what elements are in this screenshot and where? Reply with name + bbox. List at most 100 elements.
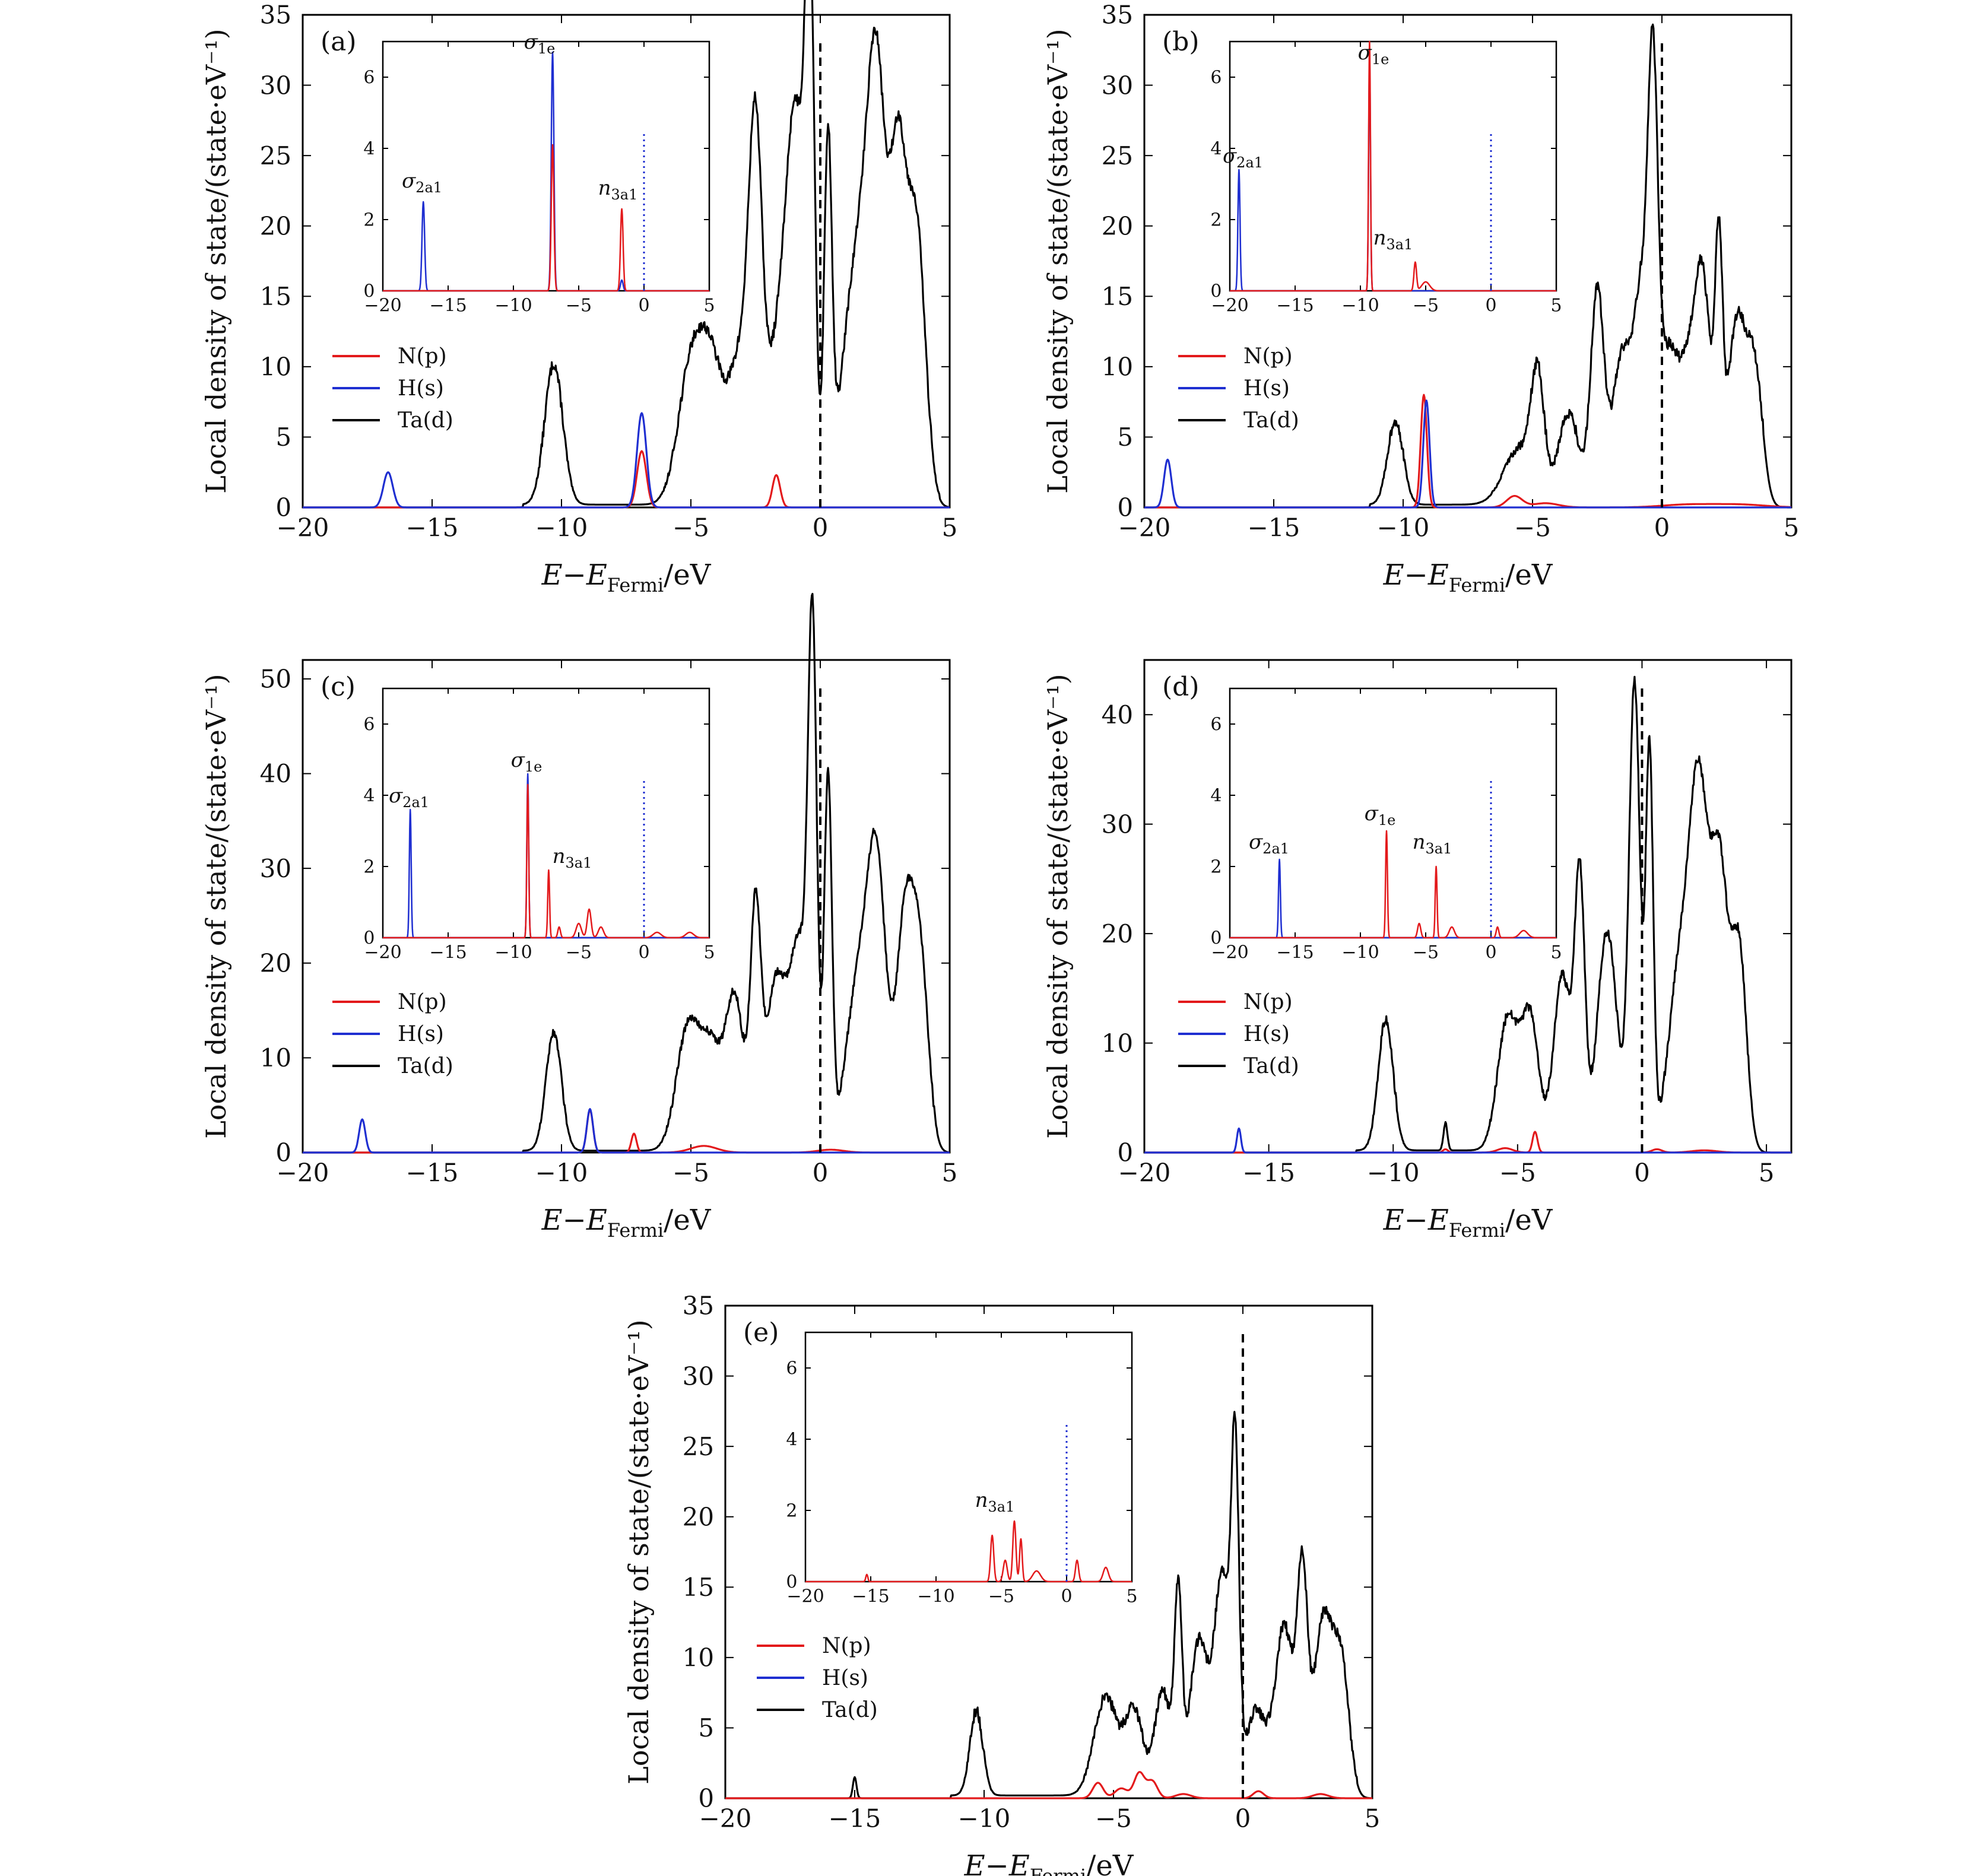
legend-label: H(s) (822, 1666, 868, 1690)
peak-annotation: n3a1 (1413, 830, 1452, 857)
panel-c-x-tick-label: −5 (672, 1158, 709, 1187)
x-axis-title: E−EFermi/eV (964, 1849, 1134, 1876)
inset-b-x-tick-label: −5 (1413, 296, 1439, 316)
panel-label: (a) (321, 27, 357, 57)
inset-a-x-tick-label: −10 (494, 296, 532, 316)
legend-label: Ta(d) (398, 408, 453, 433)
inset-e-x-tick-label: 5 (1126, 1586, 1137, 1607)
panel-label: (d) (1162, 672, 1200, 702)
inset-a-y-tick-label: 2 (363, 210, 375, 231)
inset-e: −20 −15 −10 −5 0 5 0 2 4 6 n3a1 (786, 1331, 1138, 1607)
inset-d-x-tick-label: −5 (1413, 942, 1439, 963)
inset-frame (1229, 687, 1557, 939)
inset-frame (804, 1331, 1133, 1583)
inset-e-y-tick-label: 4 (786, 1430, 797, 1450)
panel-b-x-tick-label: −10 (1377, 513, 1430, 542)
legend-label: Ta(d) (398, 1054, 453, 1078)
panel-d-x-tick-label: −20 (1118, 1158, 1171, 1187)
panel-e-x-tick-label: −5 (1095, 1804, 1132, 1833)
panel-c-x-tick-label: −20 (277, 1158, 329, 1187)
panel-b-x-tick-label: −5 (1514, 513, 1551, 542)
panel-b-y-tick-label: 15 (1102, 282, 1133, 311)
inset-a-x-tick-label: −15 (429, 296, 467, 316)
peak-annotation: n3a1 (1373, 226, 1413, 253)
inset-a: −20 −15 −10 −5 0 5 0 2 4 6 σ2a1 σ1e n3a1 (363, 30, 715, 316)
inset-b-x-tick-label: −20 (1211, 296, 1248, 316)
inset-c-x-tick-label: −15 (429, 942, 467, 963)
panel-b-y-tick-label: 10 (1102, 353, 1133, 382)
panel-c-y-tick-label: 40 (260, 759, 291, 788)
inset-d-y-tick-label: 0 (1210, 928, 1222, 949)
panel-b-y-tick-label: 5 (1117, 423, 1133, 452)
inset-b: −20 −15 −10 −5 0 5 0 2 4 6 σ2a1 σ1e n3a1 (1210, 40, 1562, 316)
legend-label: Ta(d) (1243, 1054, 1299, 1078)
legend-label: N(p) (1243, 344, 1293, 369)
inset-d-y-tick-label: 4 (1210, 786, 1222, 807)
panel-d-y-tick-label: 10 (1102, 1029, 1133, 1058)
panel-c-x-tick-label: −15 (406, 1158, 459, 1187)
inset-c-y-tick-label: 4 (363, 786, 375, 807)
panel-e-x-tick-label: 5 (1365, 1804, 1381, 1833)
inset-a-x-tick-label: −20 (364, 296, 401, 316)
inset-d: −20 −15 −10 −5 0 5 0 2 4 6 σ2a1 σ1e n3a1 (1210, 687, 1562, 963)
panel-d-x-tick-label: 5 (1759, 1158, 1775, 1187)
x-axis-title: E−EFermi/eV (541, 558, 712, 596)
panel-label: (b) (1162, 27, 1200, 57)
inset-b-y-tick-label: 2 (1210, 210, 1222, 231)
panel-c-x-tick-label: 5 (942, 1158, 958, 1187)
inset-a-x-tick-label: 5 (703, 296, 715, 316)
inset-e-x-tick-label: −15 (852, 1586, 889, 1607)
panel-a: −20 −15 −10 −5 0 505101520253035(a)E−EFermi/e… (200, 0, 957, 596)
inset-d-x-tick-label: −20 (1211, 942, 1248, 963)
inset-e-x-tick-label: −20 (786, 1586, 824, 1607)
series-line-hs (1144, 1127, 1792, 1154)
panel-label: (e) (743, 1318, 779, 1348)
inset-series-line-np (382, 783, 710, 939)
y-axis-title: Local density of state/(state·eV⁻¹) (200, 674, 232, 1138)
inset-frame (1229, 40, 1557, 292)
inset-series-line-np (382, 144, 710, 292)
inset-frame (382, 40, 710, 292)
inset-c-y-tick-label: 2 (363, 857, 375, 878)
inset-c-y-tick-label: 0 (363, 928, 375, 949)
inset-b-x-tick-label: 0 (1485, 296, 1496, 316)
inset-a-y-tick-label: 4 (363, 139, 375, 160)
x-axis-title: E−EFermi/eV (1383, 1204, 1553, 1242)
x-axis-title: E−EFermi/eV (1383, 558, 1553, 596)
panel-e-y-tick-label: 20 (683, 1502, 714, 1531)
panel-d-y-tick-label: 40 (1102, 700, 1133, 729)
inset-e-y-tick-label: 0 (786, 1572, 797, 1593)
inset-c-y-tick-label: 6 (363, 715, 375, 735)
peak-annotation: σ2a1 (1249, 830, 1289, 857)
inset-series-line-np (805, 1520, 1132, 1583)
inset-d-x-tick-label: 5 (1550, 942, 1562, 963)
panel-b-x-tick-label: 0 (1654, 513, 1670, 542)
inset-c-x-tick-label: 5 (703, 942, 715, 963)
panel-a-y-tick-label: 5 (275, 423, 291, 452)
legend-label: N(p) (1243, 990, 1293, 1014)
panel-e-x-tick-label: −10 (958, 1804, 1011, 1833)
inset-a-x-tick-label: 0 (638, 296, 649, 316)
panel-a-x-tick-label: 0 (813, 513, 829, 542)
inset-d-x-tick-label: −10 (1341, 942, 1379, 963)
legend-label: Ta(d) (1243, 408, 1299, 433)
panel-d-x-tick-label: 0 (1634, 1158, 1650, 1187)
panel-a-y-tick-label: 10 (260, 353, 291, 382)
panel-e-y-tick-label: 5 (698, 1713, 714, 1742)
legend-label: H(s) (1243, 376, 1290, 401)
inset-c-x-tick-label: −20 (364, 942, 401, 963)
inset-b-y-tick-label: 0 (1210, 281, 1222, 302)
inset-d-x-tick-label: 0 (1485, 942, 1496, 963)
inset-e-x-tick-label: 0 (1061, 1586, 1072, 1607)
panel-d-y-tick-label: 0 (1117, 1138, 1133, 1167)
panel-b-y-tick-label: 0 (1117, 493, 1133, 522)
peak-annotation: n3a1 (553, 845, 592, 871)
peak-annotation: σ2a1 (402, 169, 442, 196)
inset-frame (382, 687, 710, 939)
peak-annotation: n3a1 (975, 1488, 1015, 1515)
inset-a-x-tick-label: −5 (566, 296, 592, 316)
peak-annotation: n3a1 (598, 176, 638, 203)
panel-e-y-tick-label: 25 (683, 1432, 714, 1461)
panel-e-y-tick-label: 15 (683, 1573, 714, 1602)
